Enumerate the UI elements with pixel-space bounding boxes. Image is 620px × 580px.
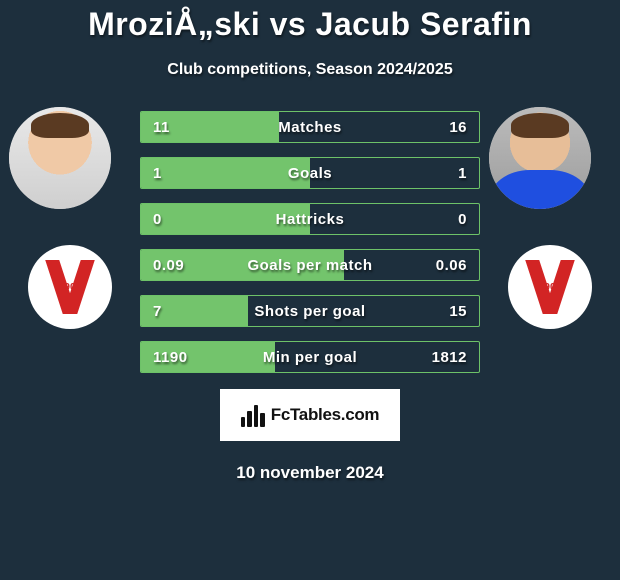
club-left-year: 1902 [40,282,100,293]
stat-label: Goals per match [141,257,479,274]
brand-panel: FcTables.com [220,389,400,441]
club-left-crest: 1902 [40,257,100,317]
page-title: MroziÅ„ski vs Jacub Serafin [0,0,620,43]
club-right-year: 1902 [520,282,580,293]
player-right-hair [511,113,568,137]
date-text: 10 november 2024 [0,463,620,483]
page-subtitle: Club competitions, Season 2024/2025 [0,61,620,79]
club-right-badge: 1902 [508,245,592,329]
stat-row: 1Goals1 [140,157,480,189]
player-right-avatar [489,107,591,209]
stat-row: 7Shots per goal15 [140,295,480,327]
brand-mark-icon [241,403,265,427]
stat-value-right: 16 [449,119,467,136]
player-right-face [489,107,591,209]
stat-label: Hattricks [141,211,479,228]
stat-label: Matches [141,119,479,136]
stat-row: 11Matches16 [140,111,480,143]
stat-label: Min per goal [141,349,479,366]
stat-value-right: 1 [458,165,467,182]
player-left-face [9,107,111,209]
stat-rows: 11Matches16 1Goals1 0Hattricks0 0.09Goals p… [140,111,480,373]
stat-value-right: 0 [458,211,467,228]
player-right-jersey [489,170,591,209]
club-left-badge: 1902 [28,245,112,329]
stat-label: Goals [141,165,479,182]
stat-value-right: 1812 [432,349,467,366]
stat-row: 1190Min per goal1812 [140,341,480,373]
stat-value-right: 0.06 [436,257,467,274]
stat-value-right: 15 [449,303,467,320]
comparison-content: 1902 1902 11Matches161Goals10Hattricks00… [0,111,620,483]
stat-row: 0Hattricks0 [140,203,480,235]
player-left-hair [31,113,88,137]
stat-label: Shots per goal [141,303,479,320]
stat-row: 0.09Goals per match0.06 [140,249,480,281]
player-left-avatar [9,107,111,209]
club-right-crest: 1902 [520,257,580,317]
brand-text: FcTables.com [271,405,380,425]
